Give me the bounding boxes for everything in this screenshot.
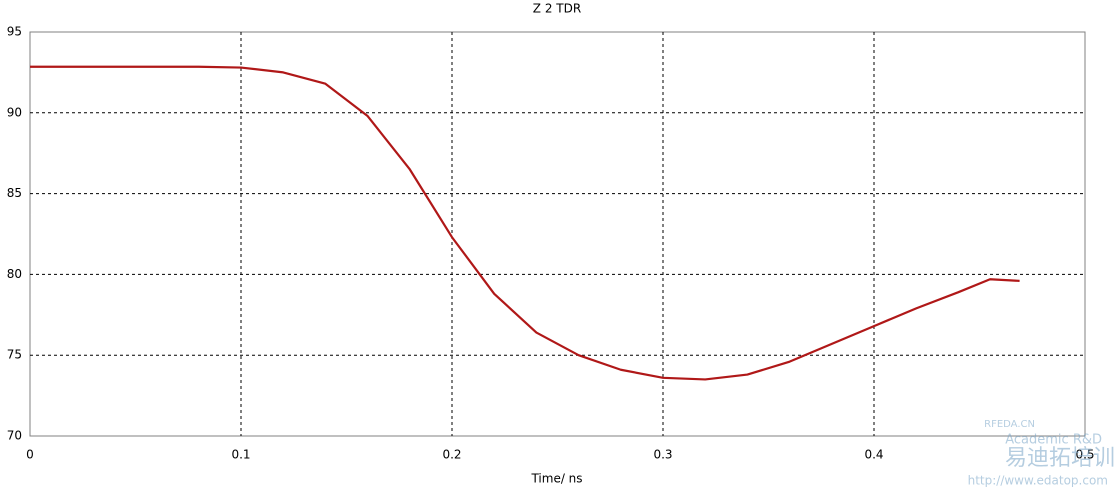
x-tick-label: 0.3 xyxy=(653,448,672,462)
line-series xyxy=(30,65,1020,381)
y-tick-label: 90 xyxy=(7,105,22,119)
watermark: http://www.edatop.com xyxy=(968,474,1108,488)
x-axis-label: Time/ ns xyxy=(530,472,582,486)
y-tick-label: 85 xyxy=(7,186,22,200)
y-tick-label: 80 xyxy=(7,267,22,281)
plot-frame xyxy=(29,31,1086,437)
y-tick-label: 75 xyxy=(7,348,22,362)
x-tick-label: 0 xyxy=(26,448,34,462)
x-tick-label: 0.1 xyxy=(231,448,250,462)
chart-title: Z 2 TDR xyxy=(533,2,581,16)
watermark: 易迪拓培训 xyxy=(1005,446,1115,471)
watermark: RFEDA.CN xyxy=(984,419,1035,430)
x-tick-label: 0.5 xyxy=(1075,448,1094,462)
x-tick-label: 0.2 xyxy=(442,448,461,462)
watermark: Academic R&D xyxy=(1005,433,1102,448)
y-tick-label: 70 xyxy=(7,429,22,443)
x-tick-label: 0.4 xyxy=(864,448,883,462)
y-tick-label: 95 xyxy=(7,25,22,39)
